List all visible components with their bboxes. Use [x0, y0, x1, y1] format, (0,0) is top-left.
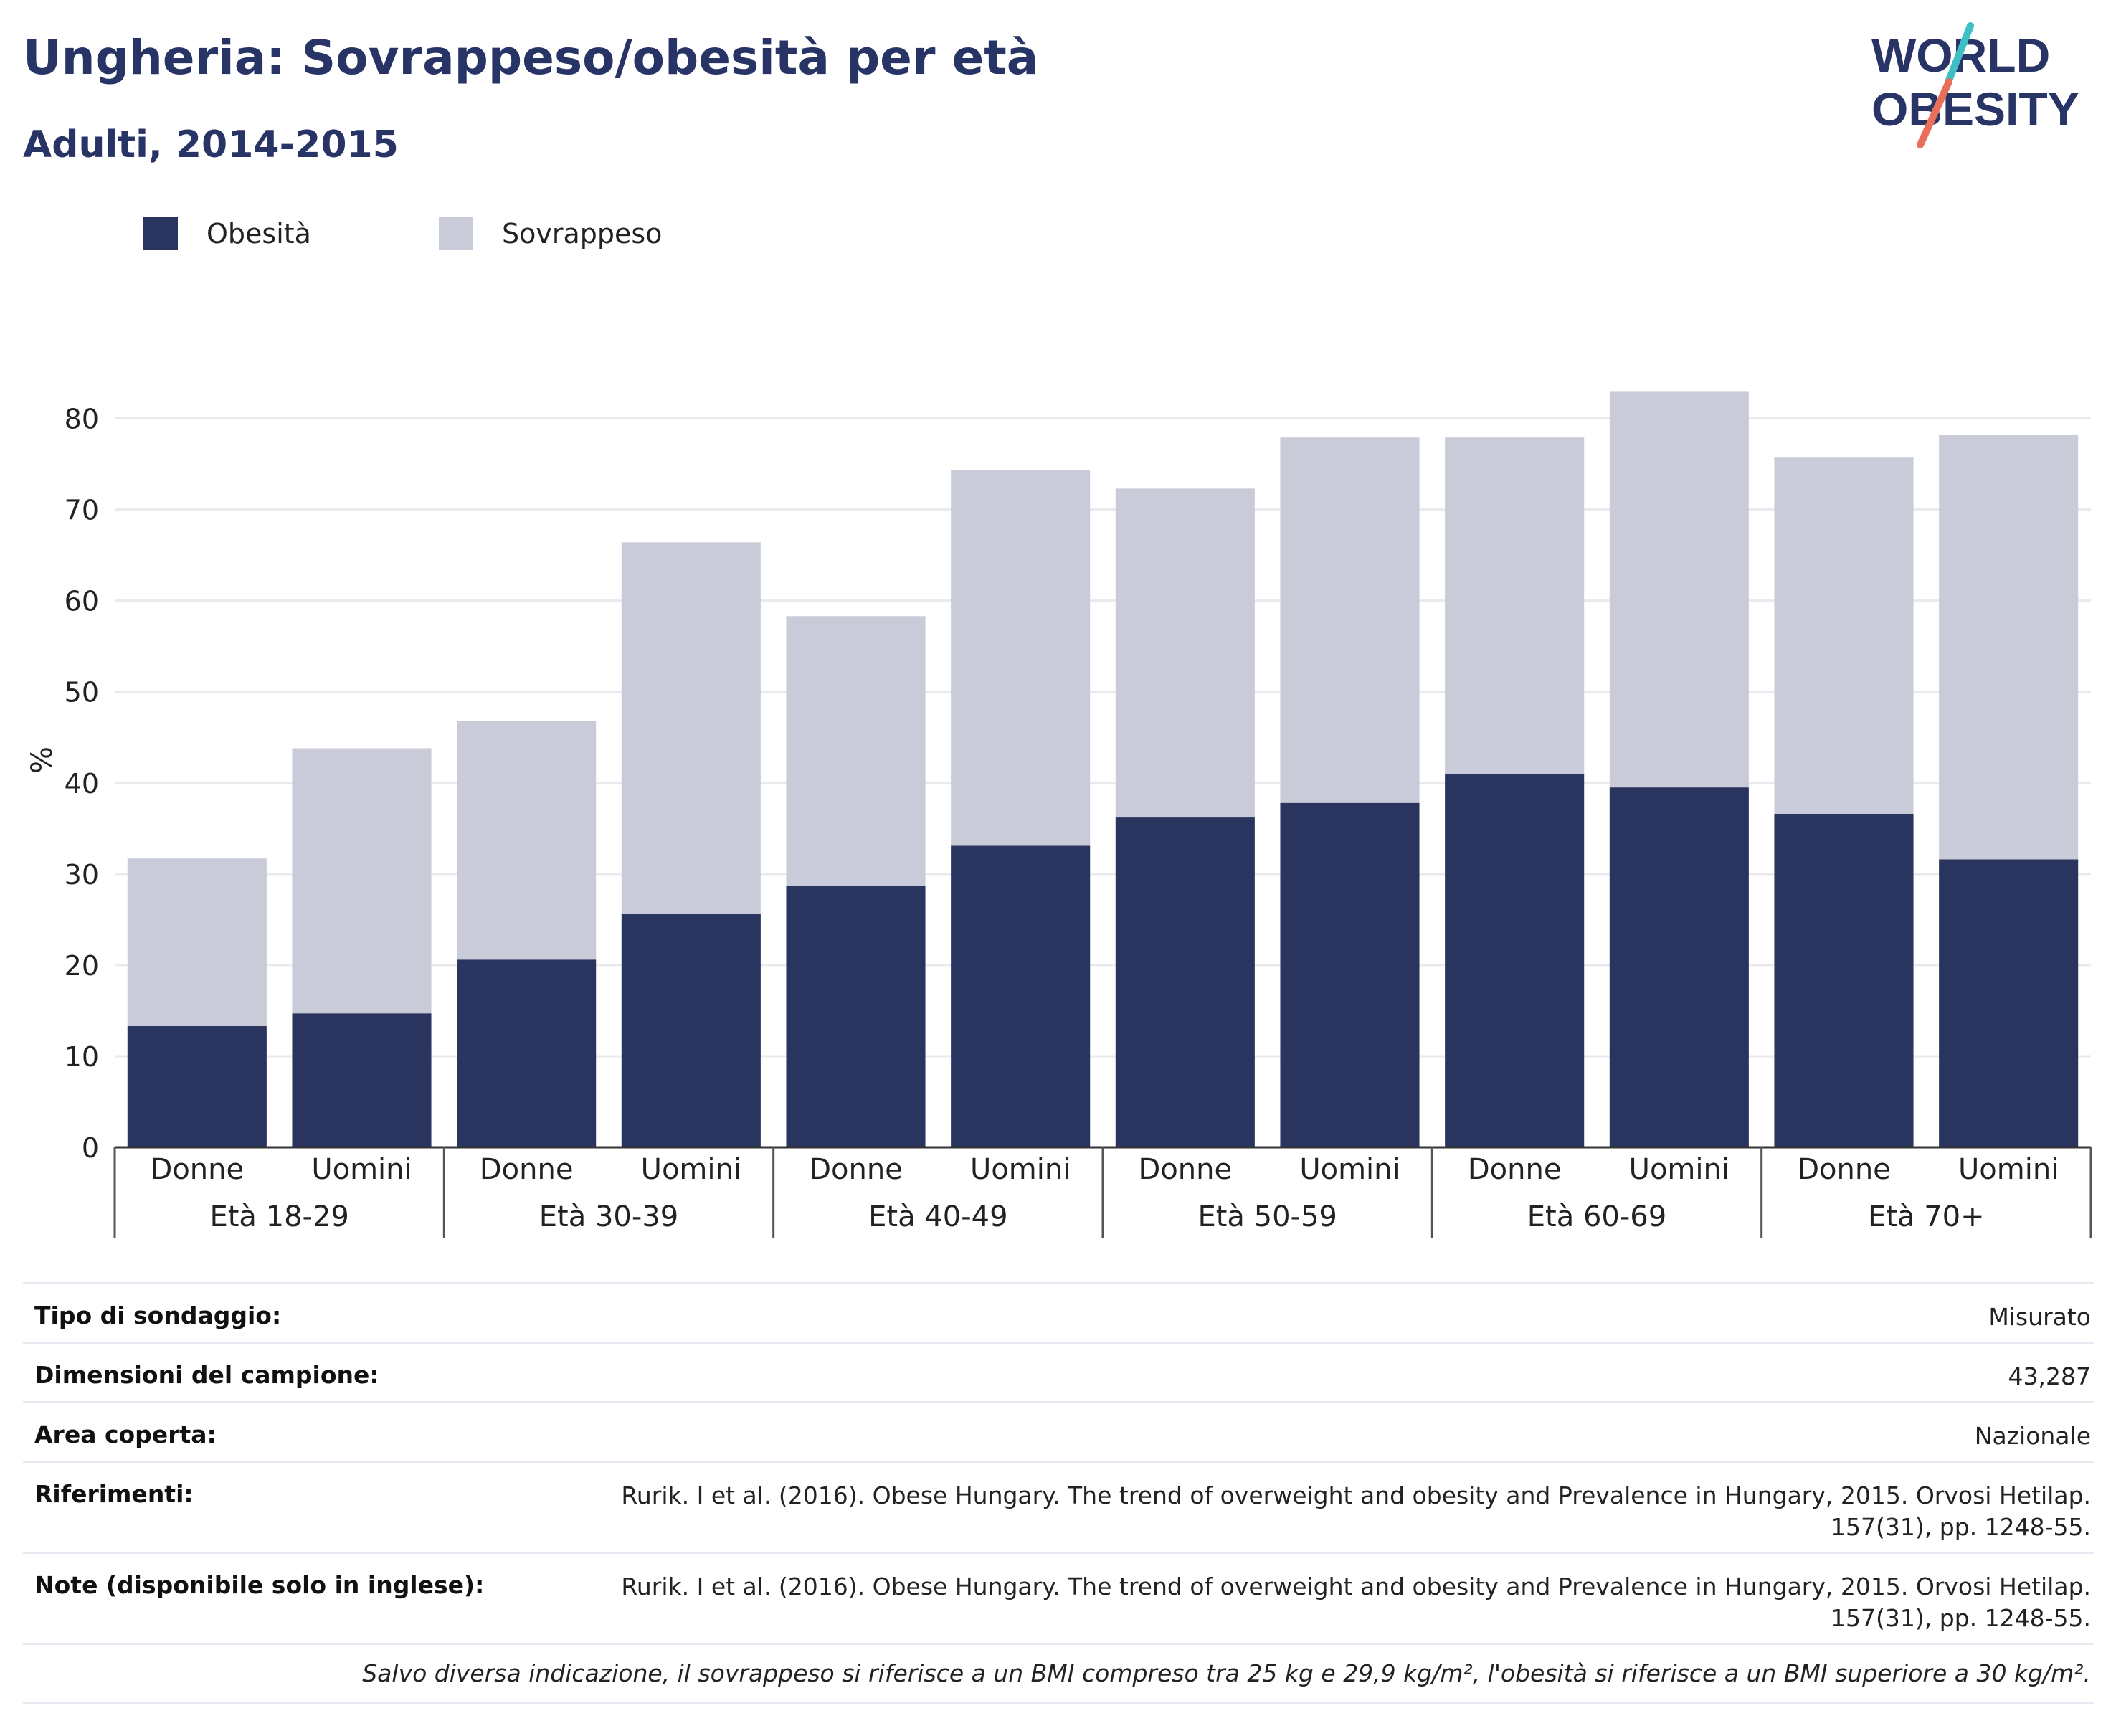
bar-sovrappeso: [786, 616, 926, 886]
bar-obesita: [1774, 813, 1914, 1147]
bar-obesita: [292, 1013, 432, 1147]
details-table: Tipo di sondaggio: Misurato Dimensioni d…: [23, 1282, 2094, 1704]
y-tick-label: 50: [65, 677, 99, 708]
x-tick-label: Uomini: [1958, 1153, 2059, 1186]
bar-sovrappeso: [292, 748, 432, 1014]
bar-sovrappeso: [127, 858, 267, 1027]
y-tick-label: 40: [65, 768, 99, 800]
bar-obesita: [1115, 817, 1255, 1147]
details-row-area: Area coperta: Nazionale: [23, 1401, 2094, 1461]
bar-sovrappeso: [621, 542, 761, 914]
bar-sovrappeso: [1939, 435, 2079, 860]
details-value: 43,287: [2008, 1362, 2091, 1390]
details-value: Rurik. I et al. (2016). Obese Hungary. T…: [621, 1481, 2091, 1541]
legend-label-obesita: Obesità: [207, 218, 311, 250]
x-tick-label: Donne: [809, 1153, 903, 1186]
x-tick-label: Uomini: [311, 1153, 412, 1186]
footnote: Salvo diversa indicazione, il sovrappeso…: [362, 1659, 2091, 1687]
bar-obesita: [1939, 859, 2079, 1147]
x-tick-label: Uomini: [1629, 1153, 1729, 1186]
world-obesity-logo: WORLD OBESITY: [1871, 22, 2079, 148]
bar-obesita: [1445, 774, 1585, 1147]
x-tick-label: Uomini: [970, 1153, 1071, 1186]
bar-obesita: [1280, 802, 1420, 1147]
details-row-references: Riferimenti: Rurik. I et al. (2016). Obe…: [23, 1461, 2094, 1552]
logo-line2: OBESITY: [1871, 82, 2079, 136]
y-tick-label: 10: [65, 1041, 99, 1073]
legend-swatch-sovrappeso: [439, 217, 473, 250]
x-tick-label: Donne: [151, 1153, 245, 1186]
bar-sovrappeso: [457, 721, 597, 960]
x-group-label: Età 40-49: [868, 1200, 1007, 1233]
chart-title: Ungheria: Sovrappeso/obesità per età: [23, 30, 1039, 85]
details-value: Nazionale: [1974, 1422, 2091, 1450]
details-key: Note (disponibile solo in inglese):: [34, 1571, 485, 1599]
x-group-label: Età 50-59: [1197, 1200, 1337, 1233]
y-axis-label: %: [26, 746, 59, 774]
x-group-label: Età 30-39: [539, 1200, 678, 1233]
bar-sovrappeso: [1774, 457, 1914, 814]
details-key: Tipo di sondaggio:: [34, 1301, 282, 1329]
details-value: Misurato: [1988, 1303, 2091, 1331]
x-group-label: Età 18-29: [209, 1200, 348, 1233]
x-tick-label: Donne: [1797, 1153, 1891, 1186]
y-tick-label: 0: [82, 1132, 99, 1164]
bar-sovrappeso: [1115, 488, 1255, 818]
logo-slash-coral: [1917, 78, 1952, 148]
y-tick-label: 80: [65, 404, 99, 435]
details-footnote-row: Salvo diversa indicazione, il sovrappeso…: [23, 1643, 2094, 1704]
x-group-label: Età 70+: [1868, 1200, 1985, 1233]
bar-sovrappeso: [1609, 391, 1749, 788]
logo-slash-teal: [1945, 22, 1974, 84]
x-tick-label: Donne: [1468, 1153, 1562, 1186]
bar-obesita: [1609, 787, 1749, 1147]
legend-swatch-obesita: [143, 217, 178, 250]
bar-sovrappeso: [1445, 437, 1585, 774]
y-tick-label: 20: [65, 950, 99, 982]
x-tick-label: Donne: [480, 1153, 574, 1186]
x-tick-label: Uomini: [1299, 1153, 1400, 1186]
bar-obesita: [951, 845, 1091, 1147]
x-group-label: Età 60-69: [1527, 1200, 1666, 1233]
x-tick-label: Uomini: [641, 1153, 741, 1186]
bar-sovrappeso: [1280, 437, 1420, 803]
x-tick-label: Donne: [1139, 1153, 1233, 1186]
legend-label-sovrappeso: Sovrappeso: [502, 218, 663, 250]
details-value: Rurik. I et al. (2016). Obese Hungary. T…: [621, 1573, 2091, 1632]
bar-obesita: [621, 914, 761, 1147]
details-key: Area coperta:: [34, 1420, 217, 1448]
bar-obesita: [127, 1026, 267, 1147]
bar-obesita: [457, 959, 597, 1147]
chart-subtitle: Adulti, 2014-2015: [23, 123, 399, 166]
details-row-notes: Note (disponibile solo in inglese): Ruri…: [23, 1552, 2094, 1643]
details-key: Riferimenti:: [34, 1480, 194, 1508]
y-tick-label: 30: [65, 859, 99, 891]
stacked-bar-chart: 0 10 20 30 40 50 60 70 80% Donne Uomini Donne Uomini…: [26, 391, 2092, 1238]
y-tick-label: 60: [65, 586, 99, 617]
details-key: Dimensioni del campione:: [34, 1361, 379, 1389]
details-row-survey-type: Tipo di sondaggio: Misurato: [23, 1282, 2094, 1342]
details-row-sample-size: Dimensioni del campione: 43,287: [23, 1342, 2094, 1401]
y-tick-label: 70: [65, 495, 99, 526]
bar-sovrappeso: [951, 470, 1091, 846]
bar-obesita: [786, 886, 926, 1147]
